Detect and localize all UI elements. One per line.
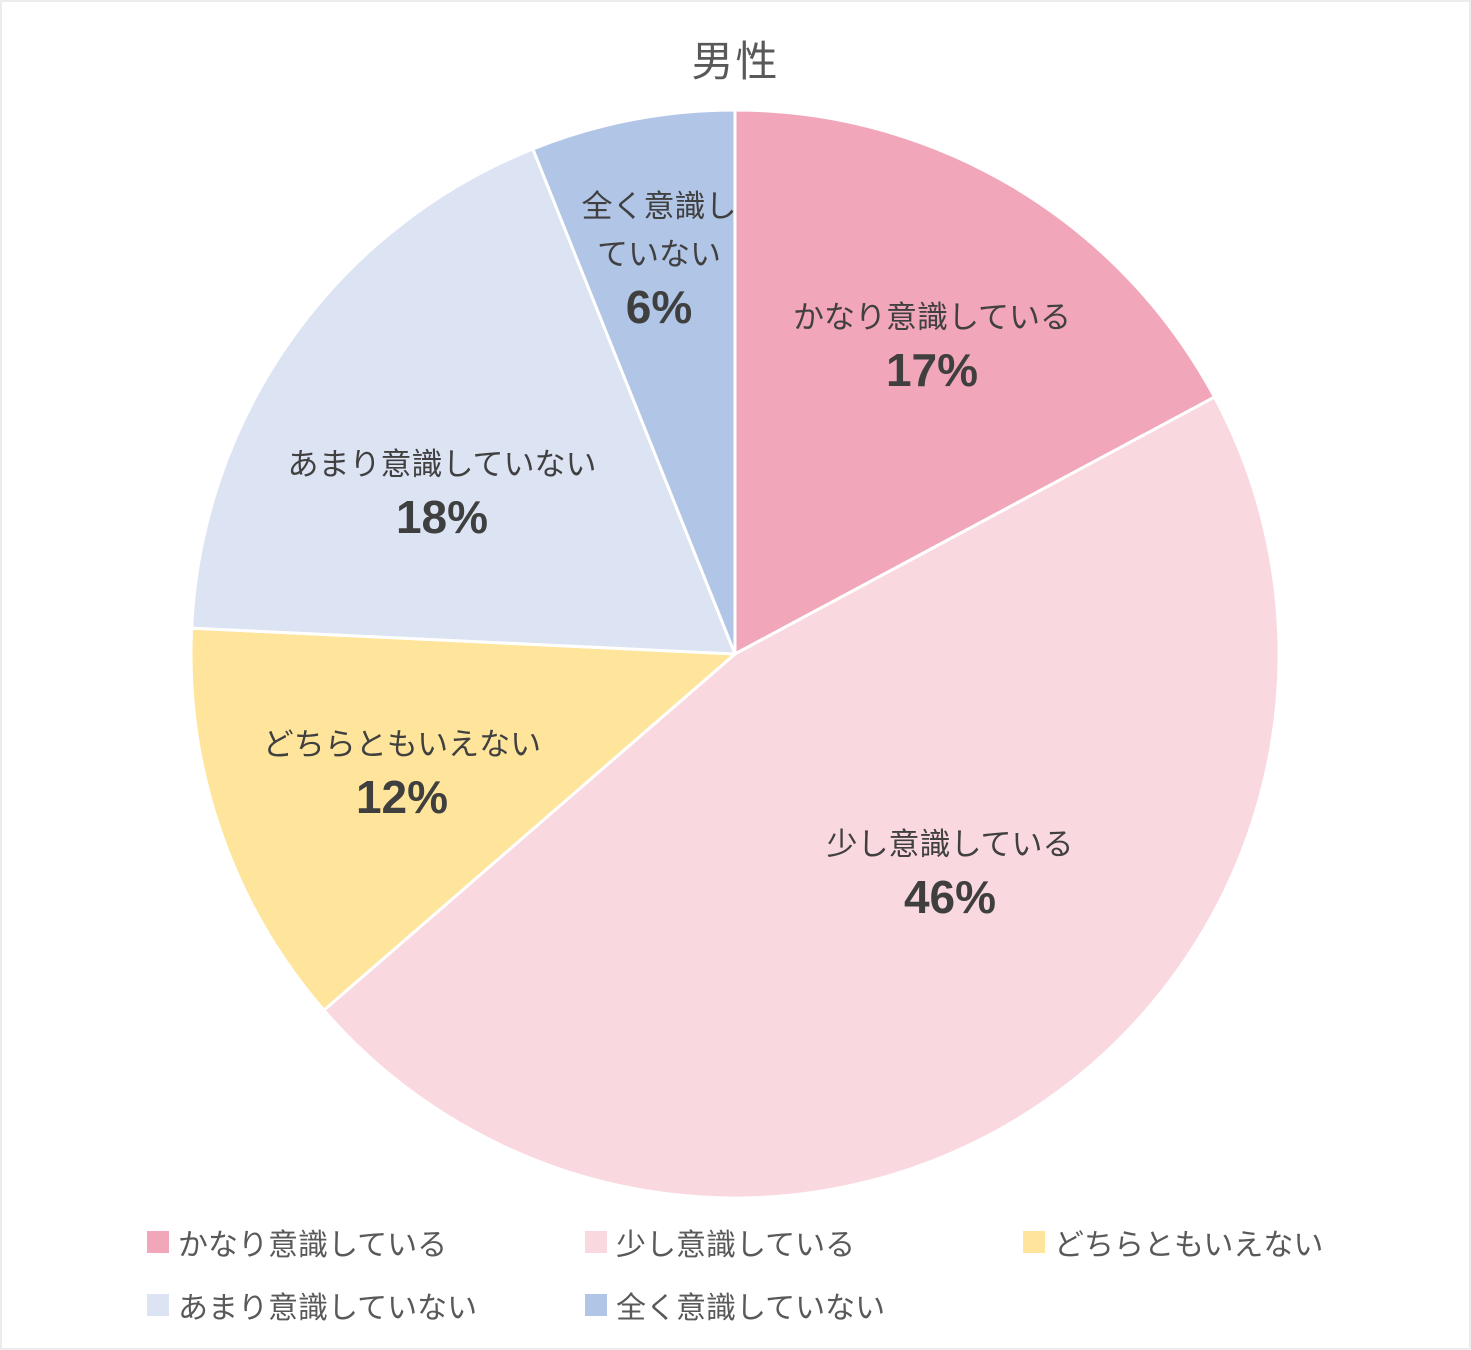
slice-label-amari-pct: 18%	[395, 491, 489, 544]
legend-item-kanari[interactable]: かなり意識している	[147, 1222, 447, 1262]
chart-title: 男性	[691, 38, 780, 85]
slice-label-sukoshi-pct: 46%	[903, 871, 997, 924]
slice-label-kanari-name: かなり意識している	[792, 300, 1072, 336]
slice-label-dochira-name: どちらともいえない	[262, 727, 542, 763]
legend-label-amari: あまり意識していない	[178, 1292, 478, 1325]
legend-swatch-kanari-icon	[147, 1231, 169, 1253]
slice-label-amari-name: あまり意識していない	[287, 447, 597, 483]
slice-label-mattaku: 全く意識していない 6%	[573, 183, 745, 337]
legend-label-dochira: どちらともいえない	[1054, 1229, 1324, 1262]
legend-label-mattaku: 全く意識していない	[616, 1292, 886, 1325]
slice-label-amari: あまり意識していない 18%	[287, 441, 596, 547]
pie-slice-3[interactable]	[190, 147, 737, 656]
legend-item-amari[interactable]: あまり意識していない	[147, 1285, 477, 1325]
slice-label-dochira: どちらともいえない 12%	[263, 721, 541, 827]
pie-slice-0[interactable]	[733, 108, 1217, 656]
slice-label-sukoshi: 少し意識している 46%	[826, 821, 1073, 927]
pie-slice-1[interactable]	[322, 395, 1281, 1200]
pie-slice-2[interactable]	[189, 626, 737, 1012]
slice-label-sukoshi-name: 少し意識している	[826, 827, 1074, 863]
legend-label-kanari: かなり意識している	[178, 1229, 448, 1262]
legend-label-sukoshi: 少し意識している	[616, 1229, 856, 1262]
legend-item-mattaku[interactable]: 全く意識していない	[585, 1285, 885, 1325]
slice-label-kanari: かなり意識している 17%	[793, 294, 1071, 400]
legend-swatch-amari-icon	[147, 1294, 169, 1316]
legend-item-sukoshi[interactable]: 少し意識している	[585, 1222, 855, 1262]
legend-swatch-sukoshi-icon	[585, 1231, 607, 1253]
pie-slice-4[interactable]	[531, 108, 737, 656]
legend-swatch-mattaku-icon	[585, 1294, 607, 1316]
legend-swatch-dochira-icon	[1023, 1231, 1045, 1253]
slice-label-mattaku-pct: 6%	[625, 281, 693, 334]
slice-label-kanari-pct: 17%	[885, 344, 979, 397]
slice-label-dochira-pct: 12%	[355, 771, 449, 824]
legend-item-dochira[interactable]: どちらともいえない	[1023, 1222, 1323, 1262]
slice-label-mattaku-name: 全く意識していない	[581, 189, 737, 273]
